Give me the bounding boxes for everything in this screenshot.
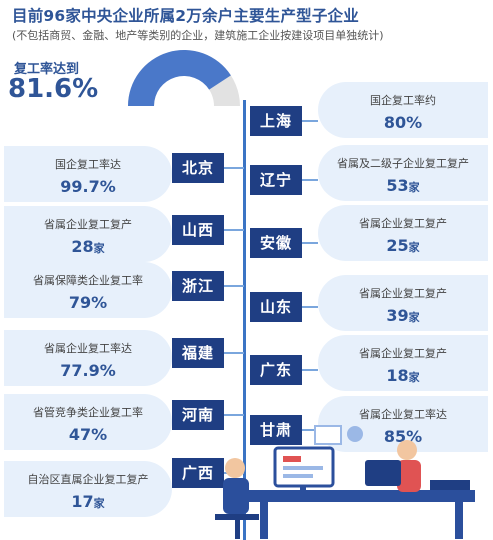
stat-value: 17家 bbox=[4, 492, 172, 511]
left-connector-3 bbox=[224, 352, 244, 354]
left-connector-0 bbox=[224, 167, 244, 169]
stat-label: 省属企业复工复产 bbox=[359, 347, 447, 360]
stat-label: 省管竞争类企业复工率 bbox=[33, 406, 143, 419]
stat-number: 80% bbox=[383, 113, 423, 132]
stat-label: 国企复工率约 bbox=[370, 94, 436, 107]
stat-number: 28 bbox=[71, 237, 94, 256]
stat-value: 47% bbox=[4, 425, 172, 444]
stat-number: 77.9% bbox=[60, 361, 116, 380]
stat-label: 省属企业复工复产 bbox=[359, 217, 447, 230]
right-province-5: 甘肃 bbox=[250, 415, 302, 445]
left-card-3: 省属企业复工率达 77.9% bbox=[4, 330, 172, 386]
right-card-0: 国企复工率约 80% bbox=[318, 82, 488, 138]
page-subtitle: (不包括商贸、金融、地产等类别的企业，建筑施工企业按建设项目单独统计) bbox=[12, 29, 384, 42]
right-card-1: 省属及二级子企业复工复产 53家 bbox=[318, 145, 488, 201]
right-province-4: 广东 bbox=[250, 355, 302, 385]
stat-label: 省属企业复工率达 bbox=[44, 342, 132, 355]
left-province-2: 浙江 bbox=[172, 271, 224, 301]
right-connector-1 bbox=[302, 179, 318, 181]
left-card-5: 自治区直属企业复工复产 17家 bbox=[4, 461, 172, 517]
left-province-0: 北京 bbox=[172, 153, 224, 183]
stat-label: 省属保障类企业复工率 bbox=[33, 274, 143, 287]
stat-number: 85% bbox=[383, 427, 423, 446]
left-province-3: 福建 bbox=[172, 338, 224, 368]
right-card-2: 省属企业复工复产 25家 bbox=[318, 205, 488, 261]
stat-number: 39 bbox=[386, 306, 409, 325]
stat-label: 省属企业复工复产 bbox=[44, 218, 132, 231]
stat-value: 80% bbox=[318, 113, 488, 132]
stat-unit: 家 bbox=[93, 242, 105, 255]
left-connector-4 bbox=[224, 414, 244, 416]
left-province-1: 山西 bbox=[172, 215, 224, 245]
stat-label: 自治区直属企业复工复产 bbox=[27, 473, 149, 486]
left-card-0: 国企复工率达 99.7% bbox=[4, 146, 172, 202]
page-title: 目前96家中央企业所属2万余户主要生产型子企业 bbox=[12, 7, 359, 25]
stat-value: 39家 bbox=[318, 306, 488, 325]
stat-number: 25 bbox=[386, 236, 409, 255]
left-province-5: 广西 bbox=[172, 458, 224, 488]
stat-number: 47% bbox=[68, 425, 108, 444]
stat-label: 国企复工率达 bbox=[55, 158, 121, 171]
right-province-3: 山东 bbox=[250, 292, 302, 322]
stat-value: 79% bbox=[4, 293, 172, 312]
overall-rate-value: 81.6% bbox=[8, 74, 99, 104]
gauge-fill bbox=[128, 50, 231, 106]
overall-rate-label: 复工率达到 bbox=[14, 62, 80, 77]
timeline-axis bbox=[243, 100, 246, 540]
stat-unit: 家 bbox=[408, 181, 420, 194]
stat-label: 省属企业复工复产 bbox=[359, 287, 447, 300]
stat-label: 省属及二级子企业复工复产 bbox=[337, 157, 469, 170]
stat-value: 99.7% bbox=[4, 177, 172, 196]
stat-unit: 家 bbox=[408, 371, 420, 384]
left-province-4: 河南 bbox=[172, 400, 224, 430]
right-card-4: 省属企业复工复产 18家 bbox=[318, 335, 488, 391]
stat-number: 17 bbox=[71, 492, 94, 511]
overall-rate-gauge bbox=[128, 50, 240, 106]
left-connector-1 bbox=[224, 229, 244, 231]
stat-unit: 家 bbox=[408, 311, 420, 324]
stat-number: 99.7% bbox=[60, 177, 116, 196]
right-connector-2 bbox=[302, 242, 318, 244]
stat-value: 77.9% bbox=[4, 361, 172, 380]
office-workers-illustration bbox=[215, 425, 475, 539]
stat-unit: 家 bbox=[93, 497, 105, 510]
stat-number: 79% bbox=[68, 293, 108, 312]
right-province-1: 辽宁 bbox=[250, 165, 302, 195]
stat-unit: 家 bbox=[408, 241, 420, 254]
stat-label: 省属企业复工率达 bbox=[359, 408, 447, 421]
right-connector-4 bbox=[302, 369, 318, 371]
stat-value: 85% bbox=[318, 427, 488, 446]
stat-value: 18家 bbox=[318, 366, 488, 385]
left-card-4: 省管竞争类企业复工率 47% bbox=[4, 394, 172, 450]
stat-number: 18 bbox=[386, 366, 409, 385]
stat-value: 53家 bbox=[318, 176, 488, 195]
right-connector-3 bbox=[302, 306, 318, 308]
right-connector-0 bbox=[302, 120, 318, 122]
left-card-2: 省属保障类企业复工率 79% bbox=[4, 262, 172, 318]
right-province-2: 安徽 bbox=[250, 228, 302, 258]
right-province-0: 上海 bbox=[250, 106, 302, 136]
stat-number: 53 bbox=[386, 176, 409, 195]
left-card-1: 省属企业复工复产 28家 bbox=[4, 206, 172, 262]
stat-value: 25家 bbox=[318, 236, 488, 255]
right-connector-5 bbox=[302, 429, 318, 431]
stat-value: 28家 bbox=[4, 237, 172, 256]
right-card-3: 省属企业复工复产 39家 bbox=[318, 275, 488, 331]
left-connector-2 bbox=[224, 285, 244, 287]
